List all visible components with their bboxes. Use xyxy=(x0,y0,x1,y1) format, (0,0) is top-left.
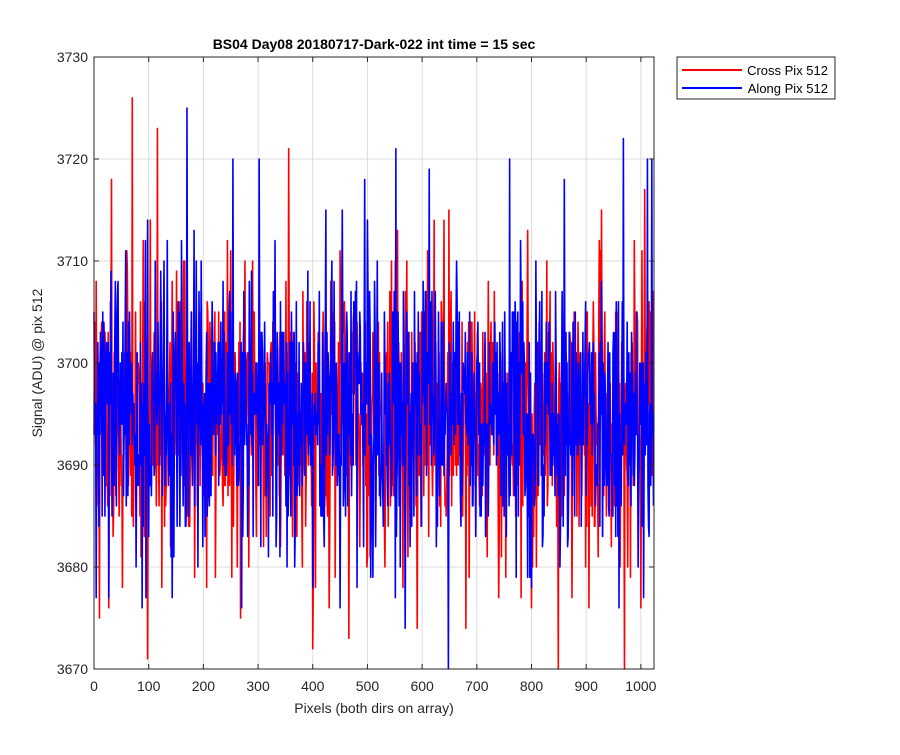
x-tick-label: 400 xyxy=(301,678,325,694)
legend: Cross Pix 512 Along Pix 512 xyxy=(676,56,836,100)
y-axis-label: Signal (ADU) @ pix 512 xyxy=(29,288,45,437)
legend-box xyxy=(676,56,836,100)
legend-label-cross: Cross Pix 512 xyxy=(747,63,828,78)
x-tick-label: 0 xyxy=(90,678,98,694)
y-tick-label: 3730 xyxy=(57,49,88,65)
x-tick-label: 500 xyxy=(356,678,380,694)
x-axis-ticks: 0 100 200 300 400 500 600 700 800 900 1000 xyxy=(90,57,657,694)
y-tick-label: 3680 xyxy=(57,559,88,575)
y-tick-label: 3710 xyxy=(57,253,88,269)
legend-label-along: Along Pix 512 xyxy=(748,81,828,96)
series-line-along-pix-512 xyxy=(93,107,655,670)
x-tick-label: 300 xyxy=(246,678,270,694)
x-tick-label: 700 xyxy=(465,678,489,694)
x-tick-label: 1000 xyxy=(625,678,656,694)
x-axis-label: Pixels (both dirs on array) xyxy=(294,700,454,716)
x-tick-label: 900 xyxy=(575,678,599,694)
y-tick-label: 3700 xyxy=(57,355,88,371)
chart-title: BS04 Day08 20180717-Dark-022 int time = … xyxy=(213,36,536,52)
x-tick-label: 100 xyxy=(137,678,161,694)
y-tick-label: 3690 xyxy=(57,457,88,473)
x-tick-label: 200 xyxy=(192,678,216,694)
y-tick-label: 3720 xyxy=(57,151,88,167)
y-axis-ticks: 3670 3680 3690 3700 3710 3720 3730 xyxy=(57,49,654,677)
x-tick-label: 800 xyxy=(520,678,544,694)
x-tick-label: 600 xyxy=(410,678,434,694)
y-tick-label: 3670 xyxy=(57,661,88,677)
series-layer xyxy=(93,97,655,670)
